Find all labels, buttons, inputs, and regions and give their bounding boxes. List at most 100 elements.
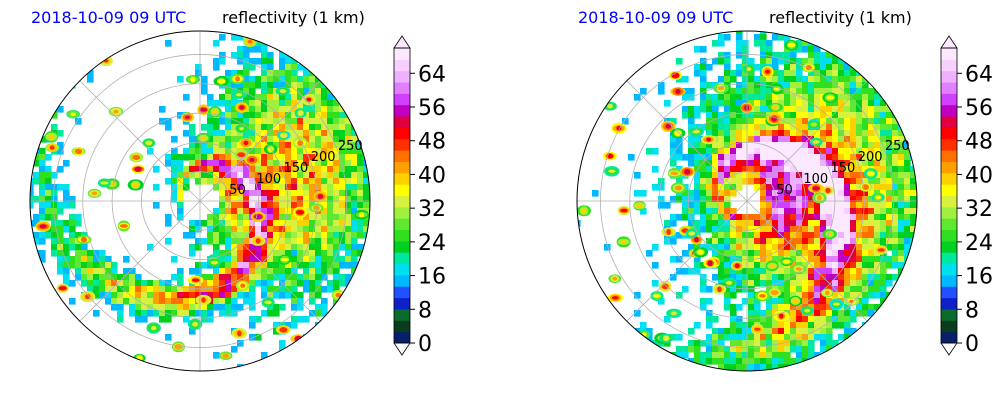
reflectivity-cell — [694, 220, 701, 227]
reflectivity-cell — [706, 322, 713, 329]
reflectivity-cell — [730, 274, 737, 281]
reflectivity-cell — [838, 160, 845, 167]
reflectivity-cell — [267, 100, 274, 107]
reflectivity-cell — [742, 112, 749, 119]
reflectivity-cell — [724, 238, 731, 245]
reflectivity-cell — [700, 304, 707, 311]
reflectivity-cell — [189, 286, 196, 293]
reflectivity-cell — [315, 268, 322, 275]
reflectivity-cell — [850, 106, 857, 113]
reflectivity-cell — [748, 328, 755, 335]
reflectivity-cell — [201, 76, 208, 83]
reflectivity-cell — [844, 274, 851, 281]
reflectivity-cell — [754, 298, 761, 305]
reflectivity-cell — [231, 34, 238, 41]
reflectivity-cell — [207, 316, 214, 323]
reflectivity-cell — [856, 214, 863, 221]
reflectivity-cell — [844, 220, 851, 227]
reflectivity-cell — [267, 196, 274, 203]
convective-cell — [670, 87, 686, 96]
reflectivity-cell — [748, 352, 755, 359]
reflectivity-cell — [321, 88, 328, 95]
convective-cell — [608, 274, 622, 284]
reflectivity-cell — [724, 184, 731, 191]
reflectivity-cell — [243, 178, 250, 185]
reflectivity-cell — [748, 226, 755, 233]
reflectivity-cell — [790, 106, 797, 113]
reflectivity-cell — [207, 124, 214, 131]
reflectivity-cell — [796, 190, 803, 197]
reflectivity-cell — [748, 154, 755, 161]
reflectivity-cell — [856, 250, 863, 257]
reflectivity-cell — [243, 232, 250, 239]
reflectivity-cell — [880, 280, 887, 287]
reflectivity-cell — [724, 106, 731, 113]
reflectivity-cell — [826, 310, 833, 317]
reflectivity-cell — [850, 190, 857, 197]
reflectivity-cell — [886, 160, 893, 167]
reflectivity-cell — [273, 262, 280, 269]
reflectivity-cell — [784, 172, 791, 179]
reflectivity-cell — [742, 136, 749, 143]
reflectivity-cell — [231, 142, 238, 149]
reflectivity-cell — [802, 94, 809, 101]
reflectivity-cell — [706, 172, 713, 179]
reflectivity-cell — [862, 142, 869, 149]
reflectivity-cell — [736, 184, 743, 191]
reflectivity-cell — [63, 238, 70, 245]
reflectivity-cell — [754, 352, 761, 359]
reflectivity-cell — [45, 190, 52, 197]
reflectivity-cell — [718, 268, 725, 275]
reflectivity-cell — [237, 160, 244, 167]
reflectivity-cell — [225, 244, 232, 251]
reflectivity-cell — [886, 118, 893, 125]
reflectivity-cell — [856, 172, 863, 179]
reflectivity-cell — [195, 292, 202, 299]
reflectivity-cell — [850, 166, 857, 173]
reflectivity-cell — [255, 148, 262, 155]
colorbar-segment — [941, 104, 957, 117]
reflectivity-cell — [868, 262, 875, 269]
reflectivity-cell — [754, 268, 761, 275]
reflectivity-cell — [814, 310, 821, 317]
reflectivity-cell — [327, 220, 334, 227]
reflectivity-cell — [219, 214, 226, 221]
reflectivity-cell — [333, 226, 340, 233]
reflectivity-cell — [297, 82, 304, 89]
reflectivity-cell — [772, 124, 779, 131]
reflectivity-cell — [249, 244, 256, 251]
reflectivity-cell — [832, 88, 839, 95]
reflectivity-cell — [754, 310, 761, 317]
reflectivity-cell — [886, 124, 893, 131]
reflectivity-cell — [862, 100, 869, 107]
reflectivity-cell — [207, 310, 214, 317]
reflectivity-cell — [351, 196, 358, 203]
reflectivity-cell — [700, 88, 707, 95]
reflectivity-cell — [868, 118, 875, 125]
reflectivity-cell — [219, 148, 226, 155]
reflectivity-cell — [291, 178, 298, 185]
reflectivity-cell — [874, 82, 881, 89]
reflectivity-cell — [826, 124, 833, 131]
reflectivity-cell — [39, 250, 46, 257]
reflectivity-cell — [826, 142, 833, 149]
reflectivity-cell — [285, 100, 292, 107]
reflectivity-cell — [814, 64, 821, 71]
reflectivity-cell — [87, 286, 94, 293]
reflectivity-cell — [333, 250, 340, 257]
reflectivity-cell — [880, 184, 887, 191]
reflectivity-cell — [802, 130, 809, 137]
convective-cell — [812, 192, 827, 204]
reflectivity-cell — [838, 208, 845, 215]
polar-grid — [577, 31, 917, 371]
reflectivity-cell — [820, 334, 827, 341]
reflectivity-cell — [688, 136, 695, 143]
reflectivity-cell — [892, 118, 899, 125]
reflectivity-cell — [39, 178, 46, 185]
reflectivity-cell — [718, 352, 725, 359]
reflectivity-cell — [742, 340, 749, 347]
reflectivity-cell — [790, 304, 797, 311]
reflectivity-cell — [351, 244, 358, 251]
reflectivity-cell — [303, 154, 310, 161]
reflectivity-cell — [351, 202, 358, 209]
